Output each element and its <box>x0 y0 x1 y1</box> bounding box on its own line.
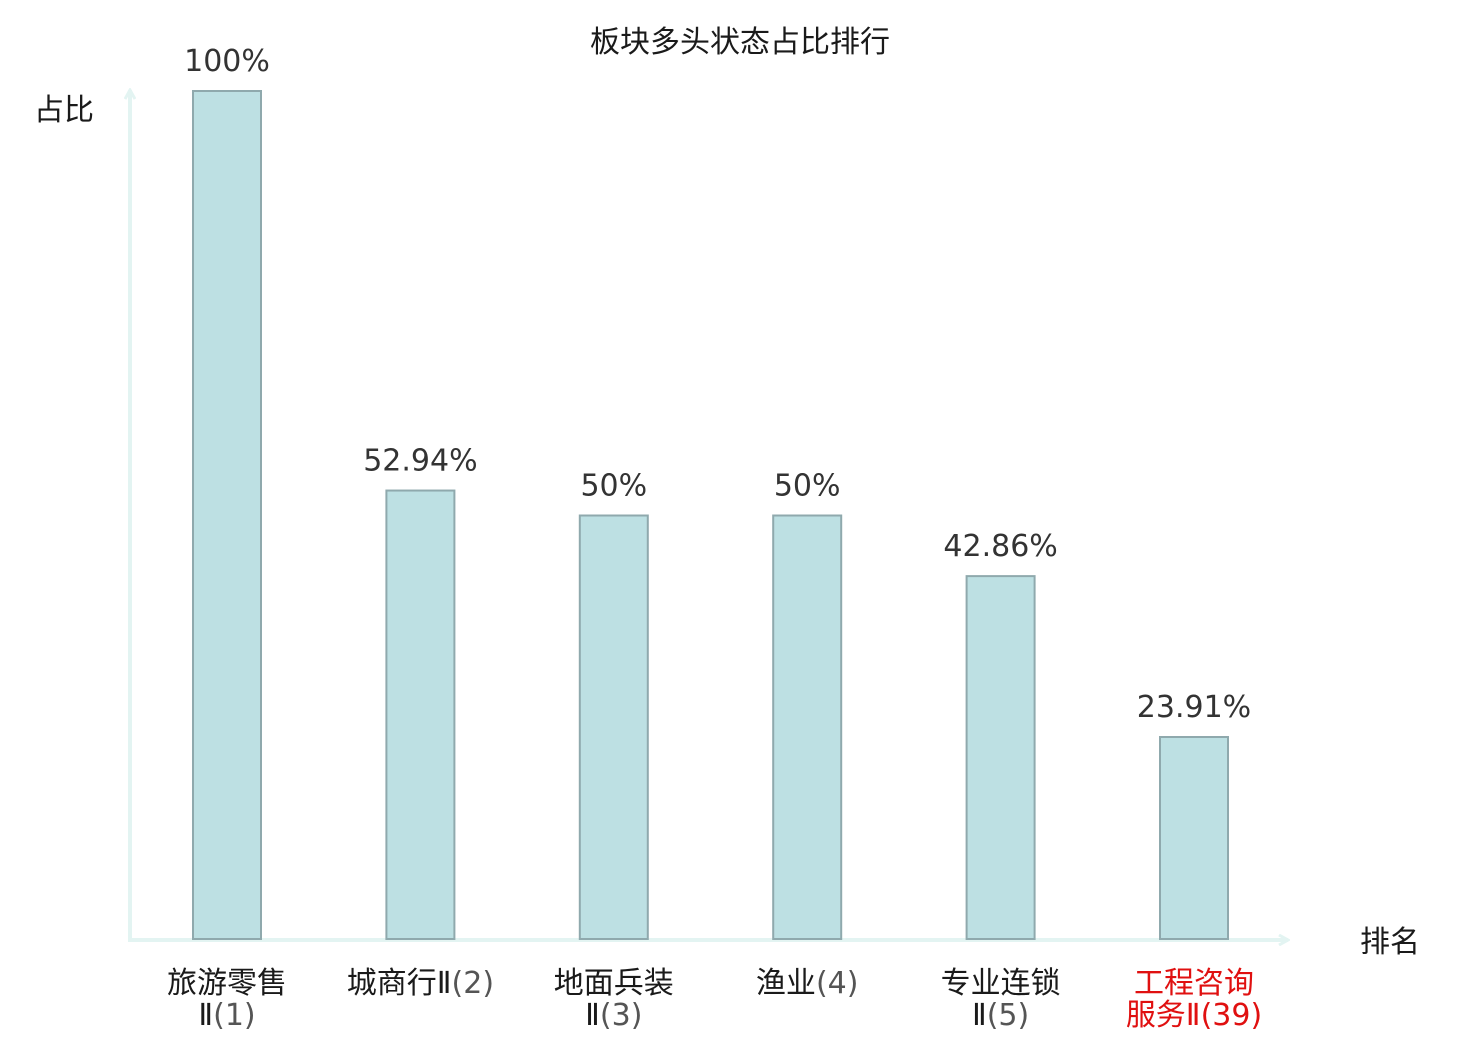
x-axis-label: 排名 <box>1360 925 1420 960</box>
category-label-5: 专业连锁 Ⅱ(5) <box>941 966 1061 1033</box>
category-label-1: 旅游零售 Ⅱ(1) <box>167 966 287 1033</box>
value-labels-group: 100% 52.94% 50% 50% 42.86% 23.91% <box>184 44 1251 725</box>
value-label-5: 42.86% <box>943 529 1057 564</box>
bar-2 <box>385 489 456 940</box>
chart-title: 板块多头状态占比排行 <box>590 25 890 60</box>
category-labels-group: 旅游零售 Ⅱ(1) 城商行Ⅱ(2) 地面兵装 Ⅱ(3) 渔业(4) 专业连锁 Ⅱ(5) 工程咨询… <box>167 966 1262 1033</box>
value-label-3: 50% <box>580 469 647 504</box>
bar-5 <box>965 575 1036 940</box>
category-label-3: 地面兵装 Ⅱ(3) <box>554 966 674 1033</box>
value-label-1: 100% <box>184 44 270 79</box>
bar-6 <box>1159 736 1229 940</box>
bars-group <box>192 90 1229 940</box>
bar-4 <box>772 514 843 940</box>
value-label-6: 23.91% <box>1137 690 1251 725</box>
category-label-4: 渔业(4) <box>756 966 859 1001</box>
bar-3 <box>578 514 649 940</box>
value-label-2: 52.94% <box>363 444 477 479</box>
y-axis-label: 占比 <box>34 93 94 128</box>
category-label-2: 城商行Ⅱ(2) <box>347 966 494 1001</box>
value-label-4: 50% <box>774 469 841 504</box>
bar-1 <box>192 90 262 940</box>
category-label-6: 工程咨询服务Ⅱ(39) <box>1126 966 1262 1033</box>
